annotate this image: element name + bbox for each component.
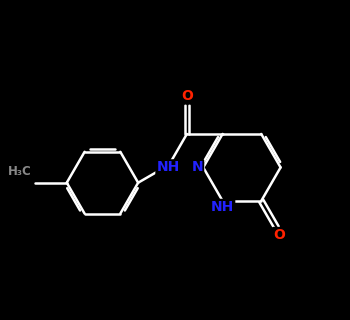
Text: H₃C: H₃C: [8, 165, 32, 178]
Text: N: N: [191, 160, 203, 174]
Text: NH: NH: [156, 160, 180, 174]
Text: O: O: [181, 89, 193, 103]
Text: O: O: [273, 228, 285, 242]
Text: NH: NH: [211, 200, 234, 214]
